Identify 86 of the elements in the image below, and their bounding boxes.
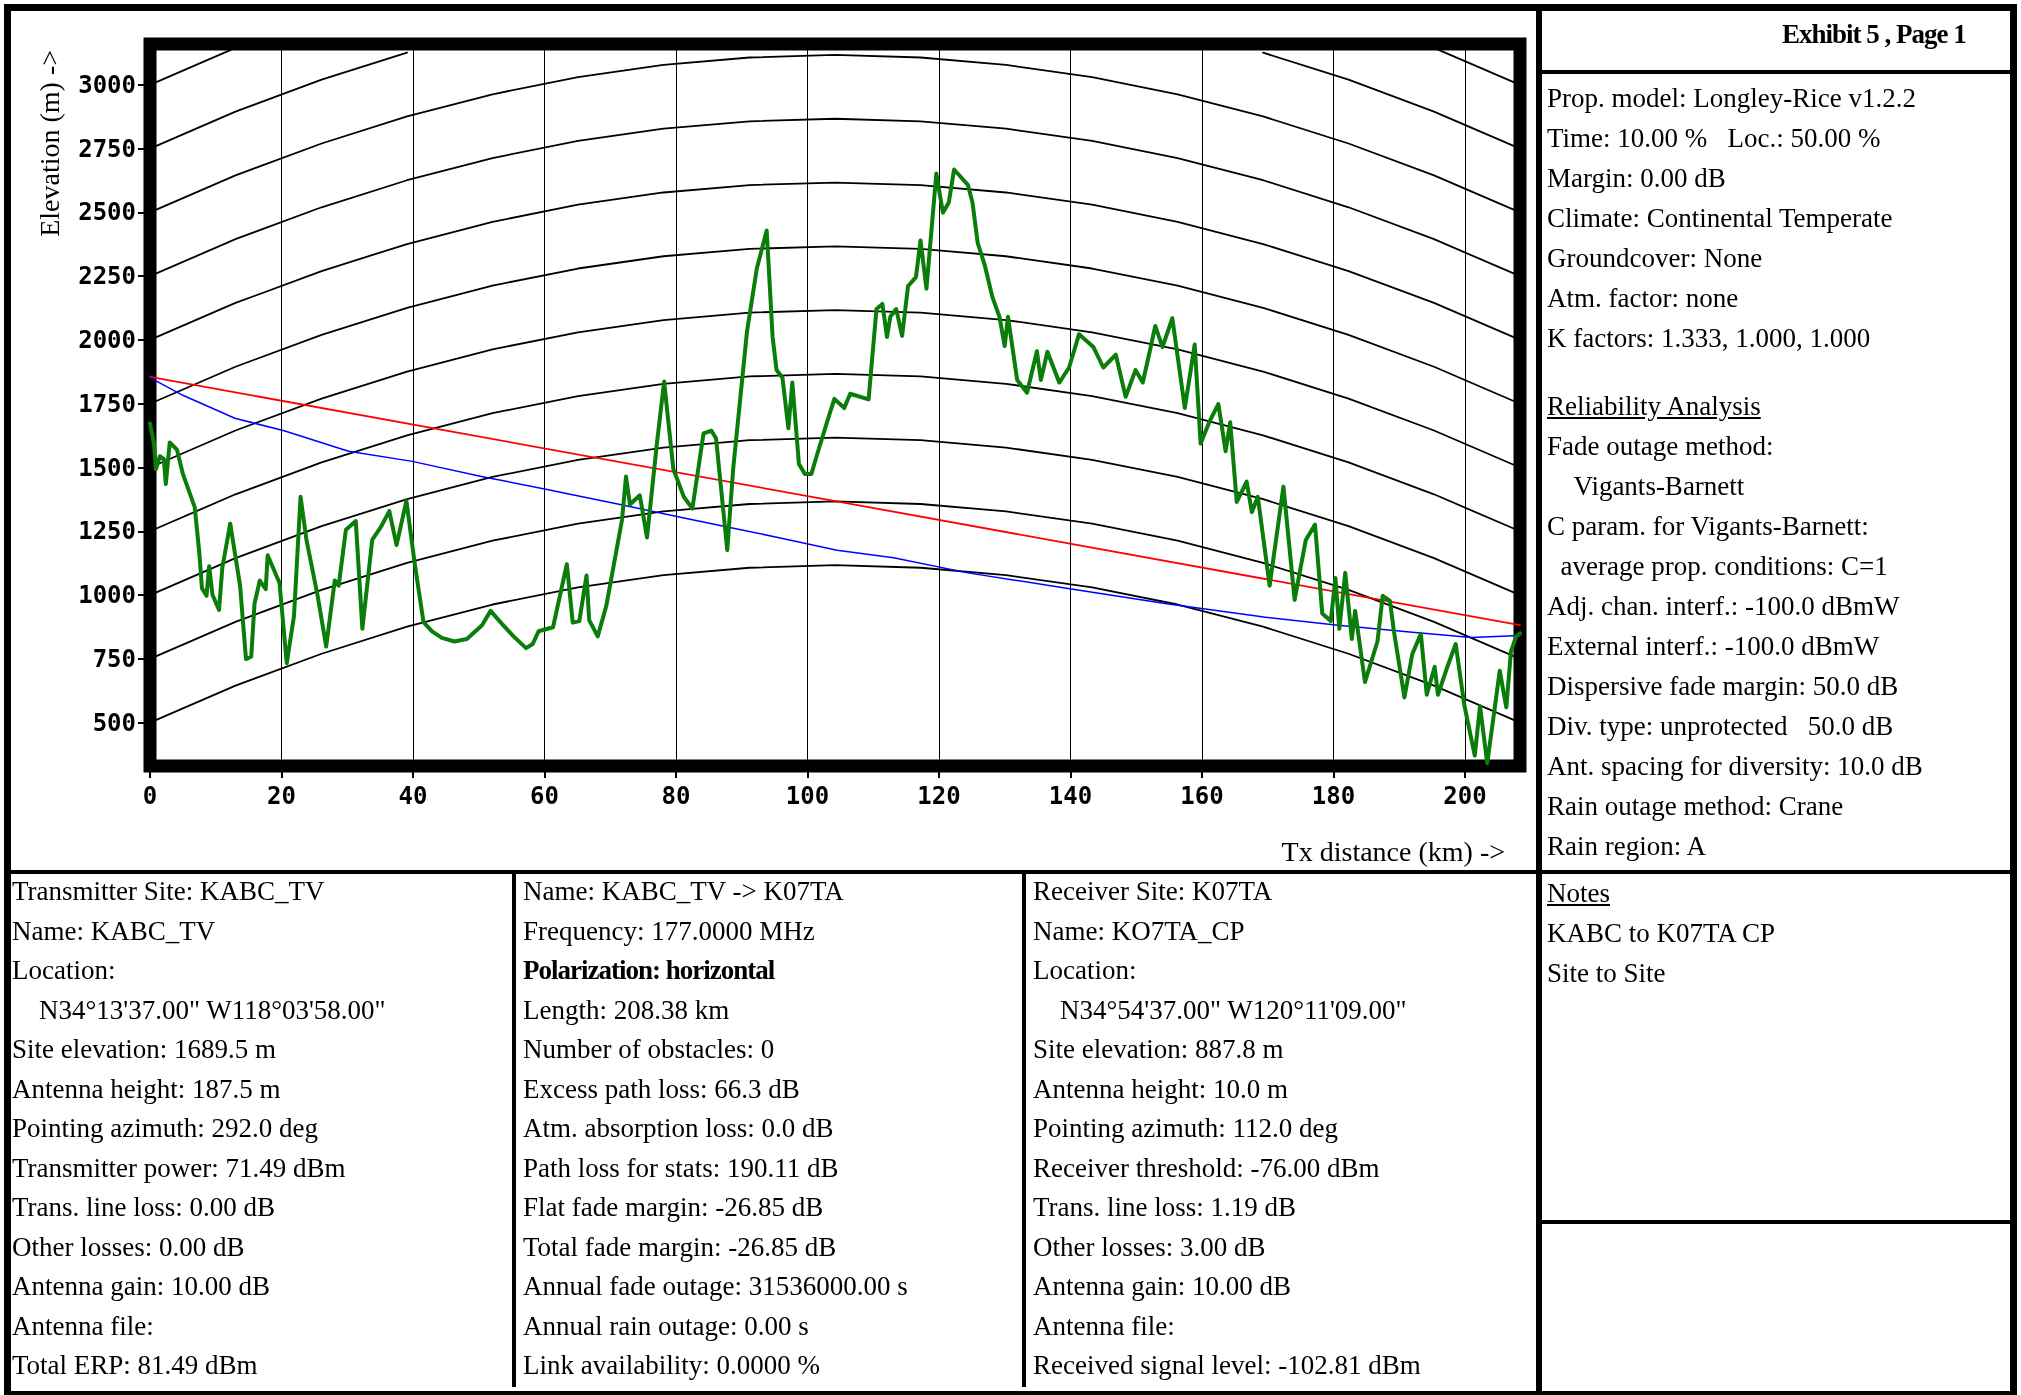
- text: average prop. conditions: C=1: [1559, 550, 1888, 583]
- text: Name: KO7TA_CP: [1033, 914, 1245, 948]
- text: Site elevation: 1689.5 m: [12, 1033, 276, 1066]
- text: Fade outage method:: [1547, 430, 1774, 463]
- text: Receiver threshold: -76.00 dBm: [1033, 1151, 1380, 1185]
- x-tick-label: 100: [785, 782, 830, 810]
- text: Number of obstacles: 0: [523, 1033, 775, 1066]
- text: Trans. line loss: 1.19 dB: [1033, 1191, 1297, 1224]
- text: Receiver Site: K07TA: [1033, 875, 1273, 908]
- text: Path loss for stats: 190.11 dB: [523, 1151, 839, 1185]
- text: Trans. line loss: 0.00 dB: [12, 1191, 276, 1224]
- x-tick-label: 160: [1180, 782, 1224, 810]
- text: Site elevation: 887.8 m: [1033, 1033, 1284, 1066]
- text: Flat fade margin: -26.85 dB: [523, 1191, 824, 1224]
- x-tick-label: 20: [267, 782, 296, 810]
- text: Notes: [1547, 877, 1610, 910]
- y-tick-label: 500: [92, 708, 136, 737]
- text: Site to Site: [1547, 957, 1666, 990]
- text: Rain region: A: [1547, 830, 1706, 863]
- text: C param. for Vigants-Barnett:: [1547, 510, 1869, 543]
- text: Antenna file:: [12, 1309, 154, 1343]
- text: N34°13'37.00" W118°03'58.00": [38, 993, 386, 1027]
- x-tick-label: 60: [530, 782, 559, 810]
- text: Name: KABC_TV: [12, 914, 216, 948]
- text: K factors: 1.333, 1.000, 1.000: [1547, 322, 1871, 355]
- x-tick-label: 180: [1311, 782, 1356, 810]
- text: Link availability: 0.0000 %: [523, 1349, 820, 1382]
- x-tick-label: 40: [398, 782, 428, 810]
- y-tick-label: 1250: [78, 517, 136, 546]
- text: Transmitter power: 71.49 dBm: [12, 1151, 346, 1185]
- text: Antenna gain: 10.00 dB: [12, 1270, 270, 1303]
- y-tick-label: 2000: [78, 325, 136, 354]
- text: Reliability Analysis: [1547, 390, 1761, 423]
- text: Total ERP: 81.49 dBm: [12, 1349, 258, 1382]
- text: Antenna height: 10.0 m: [1033, 1072, 1288, 1106]
- text: Location:: [12, 954, 116, 987]
- text: Exhibit 5 , Page 1: [1782, 18, 1966, 51]
- text: Excess path loss: 66.3 dB: [523, 1072, 800, 1106]
- text: Prop. model: Longley-Rice v1.2.2: [1547, 82, 1916, 115]
- text: Atm. absorption loss: 0.0 dB: [523, 1112, 834, 1145]
- text: Received signal level: -102.81 dBm: [1033, 1349, 1421, 1382]
- text: External interf.: -100.0 dBmW: [1547, 630, 1880, 663]
- text: Adj. chan. interf.: -100.0 dBmW: [1547, 590, 1900, 623]
- text: Other losses: 0.00 dB: [12, 1230, 245, 1264]
- y-tick-label: 2250: [78, 262, 136, 291]
- y-tick-label: 1750: [78, 389, 136, 418]
- text: Polarization: horizontal: [523, 954, 775, 987]
- y-tick-label: 2500: [78, 198, 136, 227]
- x-tick-label: 80: [661, 782, 691, 810]
- y-tick-label: 3000: [78, 70, 136, 99]
- y-axis-title: Elevation (m) ->: [33, 50, 66, 239]
- text: Antenna gain: 10.00 dB: [1033, 1270, 1291, 1303]
- text: Dispersive fade margin: 50.0 dB: [1547, 670, 1899, 703]
- text: Groundcover: None: [1547, 242, 1763, 275]
- x-tick-label: 120: [917, 782, 961, 810]
- text: Frequency: 177.0000 MHz: [523, 914, 815, 948]
- text: Antenna height: 187.5 m: [12, 1072, 281, 1106]
- text: Length: 208.38 km: [523, 993, 730, 1027]
- text: Transmitter Site: KABC_TV: [12, 875, 325, 908]
- text: Pointing azimuth: 112.0 deg: [1033, 1112, 1338, 1145]
- text: Annual fade outage: 31536000.00 s: [523, 1270, 908, 1303]
- x-tick-label: 140: [1048, 782, 1093, 810]
- x-tick-label: 200: [1443, 782, 1487, 810]
- text: Antenna file:: [1033, 1309, 1175, 1343]
- y-tick-label: 1000: [78, 581, 136, 610]
- y-tick-label: 750: [92, 644, 136, 673]
- text: Name: KABC_TV -> K07TA: [523, 875, 844, 908]
- text: Vigants-Barnett: [1572, 470, 1745, 503]
- text: Time: 10.00 % Loc.: 50.00 %: [1547, 122, 1881, 155]
- x-tick-label: 0: [142, 782, 158, 810]
- text: Total fade margin: -26.85 dB: [523, 1230, 837, 1264]
- text: Annual rain outage: 0.00 s: [523, 1309, 809, 1343]
- text: Pointing azimuth: 292.0 deg: [12, 1112, 318, 1145]
- text: Atm. factor: none: [1547, 282, 1739, 315]
- text: Margin: 0.00 dB: [1547, 162, 1726, 195]
- text: Rain outage method: Crane: [1547, 790, 1844, 823]
- text: Ant. spacing for diversity: 10.0 dB: [1547, 750, 1923, 783]
- text: Climate: Continental Temperate: [1547, 202, 1893, 235]
- text: Div. type: unprotected 50.0 dB: [1547, 710, 1894, 743]
- y-tick-label: 1500: [78, 453, 136, 482]
- text: Other losses: 3.00 dB: [1033, 1230, 1266, 1264]
- x-axis-title: Tx distance (km) ->: [1281, 835, 1505, 869]
- text: N34°54'37.00" W120°11'09.00": [1059, 993, 1407, 1027]
- y-tick-label: 2750: [78, 134, 136, 163]
- text: KABC to K07TA CP: [1547, 917, 1776, 950]
- text: Location:: [1033, 954, 1137, 987]
